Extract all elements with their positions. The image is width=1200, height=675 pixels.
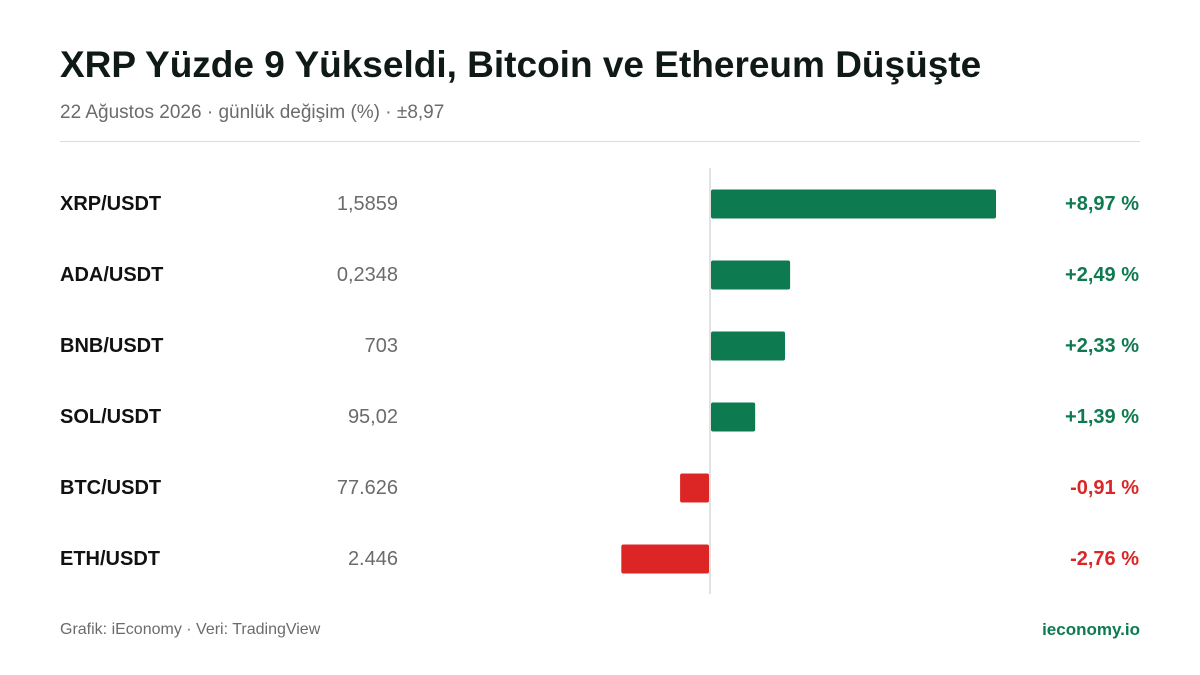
chart-title: XRP Yüzde 9 Yükseldi, Bitcoin ve Ethereu… (60, 44, 982, 85)
price-label: 2.446 (348, 548, 398, 570)
bar-ada-usdt (711, 260, 791, 290)
pair-label: SOL/USDT (60, 406, 161, 428)
pair-label: ETH/USDT (60, 548, 160, 570)
value-label: +8,97 % (1065, 193, 1139, 215)
bar-btc-usdt (680, 473, 709, 503)
price-label: 95,02 (348, 406, 398, 428)
price-label: 0,2348 (337, 264, 398, 286)
bar-bnb-usdt (711, 331, 786, 361)
value-label: +2,49 % (1065, 264, 1139, 286)
value-label: +2,33 % (1065, 335, 1139, 357)
price-label: 703 (365, 335, 398, 357)
pair-label: BTC/USDT (60, 477, 161, 499)
value-label: -0,91 % (1070, 477, 1139, 499)
pair-label: ADA/USDT (60, 264, 163, 286)
value-label: +1,39 % (1065, 406, 1139, 428)
pair-label: BNB/USDT (60, 335, 163, 357)
footer-brand-link[interactable]: ieconomy.io (1042, 620, 1140, 639)
bar-sol-usdt (711, 402, 756, 432)
bar-xrp-usdt (711, 189, 996, 219)
footer-credit: Grafik: iEconomy · Veri: TradingView (60, 621, 321, 638)
header-divider (60, 141, 1140, 142)
chart-subtitle: 22 Ağustos 2026 · günlük değişim (%) · ±… (60, 102, 445, 123)
price-label: 77.626 (337, 477, 398, 499)
value-label: -2,76 % (1070, 548, 1139, 570)
price-label: 1,5859 (337, 193, 398, 215)
bar-eth-usdt (621, 544, 709, 574)
pair-label: XRP/USDT (60, 193, 161, 215)
